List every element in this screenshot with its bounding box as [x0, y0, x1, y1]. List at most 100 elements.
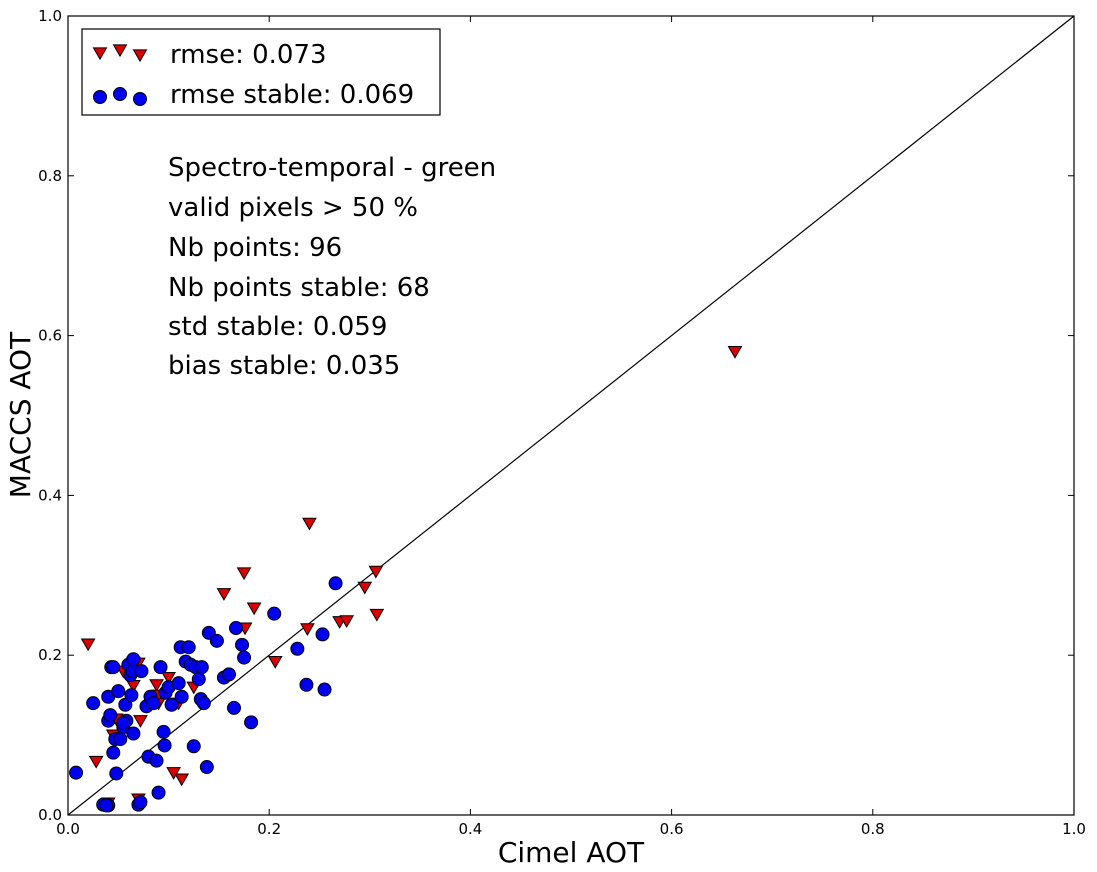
data-point: [209, 633, 224, 648]
data-point: [267, 656, 283, 669]
legend-marker-rmse: [92, 44, 148, 63]
y-tick-label: 0.2: [38, 646, 62, 664]
data-point: [317, 682, 332, 697]
y-tick-label: 0.0: [38, 806, 62, 824]
reference-line: [67, 15, 1075, 816]
data-point: [124, 688, 139, 703]
legend-marker-rmse-stable: [93, 87, 147, 106]
annotation-line-nb-points: Nb points: 96: [168, 233, 342, 263]
x-tick-label: 0.6: [660, 820, 684, 838]
data-point: [216, 588, 232, 601]
data-point: [357, 581, 373, 595]
data-point: [226, 700, 241, 715]
data-point: [191, 672, 206, 687]
legend-label-rmse-stable: rmse stable: 0.069: [170, 80, 414, 110]
data-point: [369, 608, 385, 622]
data-point: [221, 667, 236, 682]
annotation-line-valid-pixels: valid pixels > 50 %: [168, 193, 418, 223]
series-rmse-stable: [69, 576, 343, 813]
annotation-line-bias-stable: bias stable: 0.035: [168, 351, 400, 381]
x-tick-label: 0.8: [861, 820, 885, 838]
data-point: [133, 715, 148, 728]
data-point: [727, 346, 743, 359]
data-point: [126, 652, 141, 667]
legend-label-rmse: rmse: 0.073: [170, 40, 327, 70]
legend-marker: [112, 44, 128, 58]
data-point: [315, 627, 330, 642]
plot-marks: [67, 15, 1075, 816]
data-point: [149, 753, 164, 768]
legend: rmse: 0.073 rmse stable: 0.069: [81, 28, 441, 116]
data-point: [171, 676, 186, 691]
data-point: [236, 567, 252, 581]
data-point: [86, 696, 101, 711]
y-tick-label: 1.0: [38, 7, 62, 25]
data-point: [113, 732, 128, 747]
data-point: [302, 517, 317, 531]
data-point: [134, 664, 149, 679]
data-point: [106, 660, 121, 675]
data-point: [229, 621, 244, 636]
data-point: [153, 660, 168, 675]
data-point: [157, 738, 172, 753]
data-point: [88, 755, 104, 769]
legend-marker: [93, 90, 107, 104]
data-point: [299, 677, 314, 692]
data-point: [194, 660, 209, 675]
data-point: [186, 739, 201, 754]
data-point: [133, 795, 148, 810]
data-point: [244, 715, 259, 730]
data-point: [69, 765, 84, 780]
axis-ticks: 0.0 0.2 0.4 0.6 0.8 1.0 0.0 0.2 0.4 0.6 0.8 1.0: [38, 7, 1086, 838]
annotation-line-std-stable: std stable: 0.059: [168, 312, 387, 342]
data-point: [267, 606, 282, 621]
data-point: [126, 726, 141, 741]
data-point: [300, 623, 315, 637]
data-point: [246, 602, 262, 616]
data-point: [161, 672, 176, 685]
data-point: [328, 576, 343, 591]
y-tick-label: 0.4: [38, 486, 62, 504]
data-point: [109, 766, 124, 781]
data-point: [199, 760, 214, 775]
data-point: [103, 708, 118, 723]
plot-frame: [67, 15, 1075, 816]
data-point: [235, 637, 250, 652]
data-point: [146, 696, 161, 711]
data-point: [156, 724, 171, 739]
y-tick-label: 0.8: [38, 167, 62, 185]
data-point: [164, 697, 179, 712]
x-tick-label: 1.0: [1062, 820, 1086, 838]
x-tick-label: 0.0: [56, 820, 80, 838]
x-tick-label: 0.2: [257, 820, 281, 838]
data-point: [174, 773, 190, 787]
annotation-line-nb-points-stable: Nb points stable: 68: [168, 273, 430, 303]
data-point: [174, 689, 189, 704]
data-point: [181, 640, 196, 655]
data-point: [290, 641, 305, 656]
x-axis-title: Cimel AOT: [498, 836, 645, 869]
data-point: [237, 650, 252, 665]
data-point: [116, 716, 131, 731]
data-point: [149, 679, 164, 692]
legend-marker: [133, 92, 147, 106]
data-point: [339, 615, 355, 629]
y-tick-label: 0.6: [38, 327, 62, 345]
legend-marker: [92, 47, 108, 61]
data-point: [99, 798, 114, 813]
data-point: [80, 638, 96, 652]
stats-annotation: Spectro-temporal - green valid pixels > …: [168, 153, 496, 381]
data-point: [166, 767, 181, 780]
data-point: [111, 684, 126, 699]
legend-marker: [113, 87, 127, 101]
data-point: [196, 696, 211, 711]
data-point: [368, 565, 384, 579]
annotation-line-method: Spectro-temporal - green: [168, 153, 496, 183]
data-point: [151, 785, 166, 800]
data-point: [106, 745, 121, 760]
y-axis-title: MACCS AOT: [4, 331, 37, 498]
legend-marker: [132, 49, 148, 63]
x-tick-label: 0.4: [458, 820, 482, 838]
